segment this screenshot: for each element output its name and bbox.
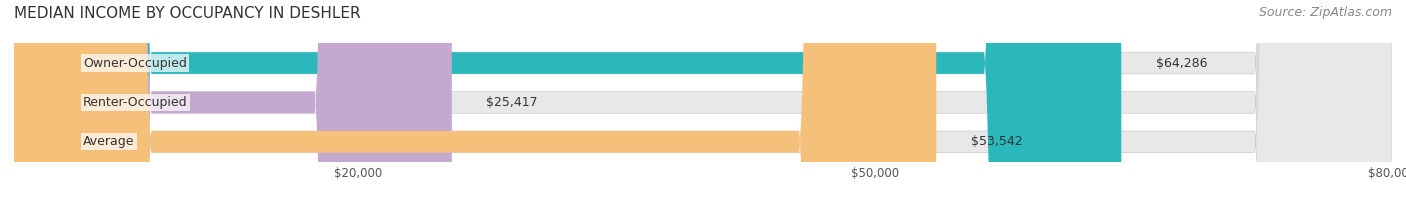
Text: $53,542: $53,542	[970, 135, 1022, 148]
FancyBboxPatch shape	[14, 0, 1392, 197]
Text: $25,417: $25,417	[486, 96, 538, 109]
Text: $64,286: $64,286	[1156, 57, 1208, 70]
FancyBboxPatch shape	[14, 0, 1122, 197]
Text: MEDIAN INCOME BY OCCUPANCY IN DESHLER: MEDIAN INCOME BY OCCUPANCY IN DESHLER	[14, 6, 361, 21]
Text: Average: Average	[83, 135, 135, 148]
Text: Source: ZipAtlas.com: Source: ZipAtlas.com	[1258, 6, 1392, 19]
FancyBboxPatch shape	[14, 0, 1392, 197]
FancyBboxPatch shape	[14, 0, 936, 197]
FancyBboxPatch shape	[14, 0, 451, 197]
FancyBboxPatch shape	[14, 0, 1392, 197]
Text: Owner-Occupied: Owner-Occupied	[83, 57, 187, 70]
Text: Renter-Occupied: Renter-Occupied	[83, 96, 187, 109]
